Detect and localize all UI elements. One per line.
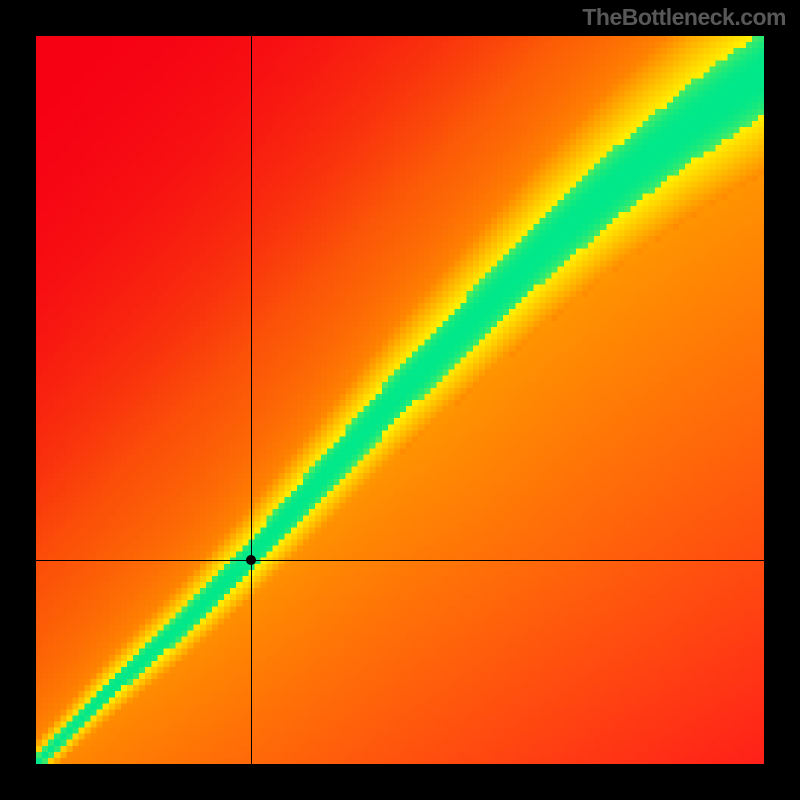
- crosshair-horizontal: [36, 560, 764, 561]
- heatmap-canvas: [36, 36, 764, 764]
- crosshair-vertical: [251, 36, 252, 764]
- watermark-text: TheBottleneck.com: [582, 4, 786, 31]
- heatmap-plot: [36, 36, 764, 764]
- crosshair-marker: [246, 555, 256, 565]
